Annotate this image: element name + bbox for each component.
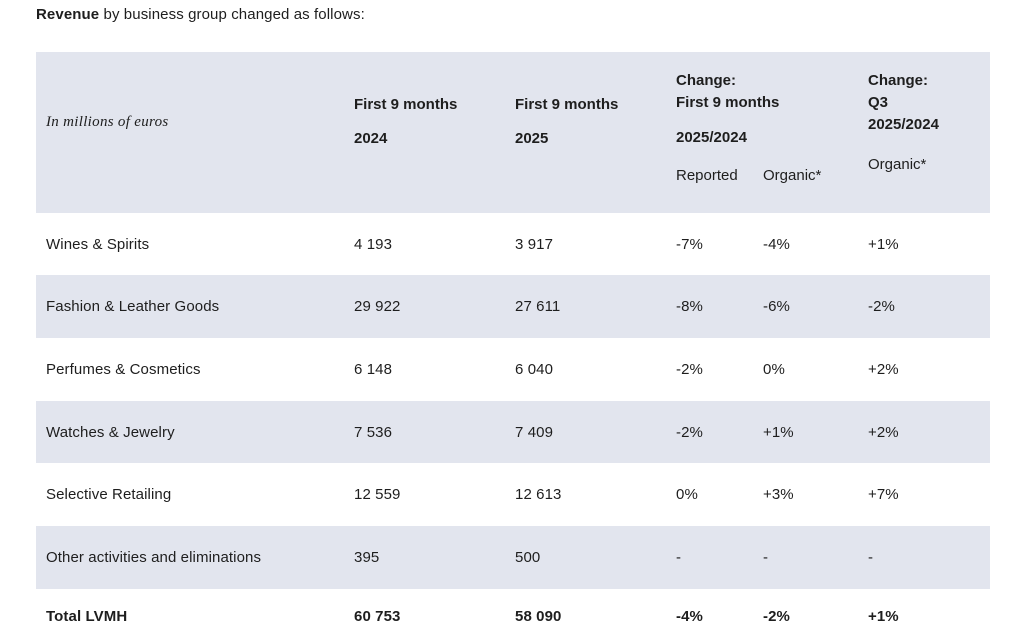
value-change-organic: -2% [763,608,790,625]
intro-text-rest: by business group changed as follows: [99,6,365,23]
column-subheader-reported: Reported [676,167,738,184]
value-change-reported: -8% [676,298,703,315]
value-change-organic: -4% [763,235,790,253]
column-header-change-first9m-line2: First 9 months [676,94,780,111]
column-header-first9m-2024-line2: 2024 [354,130,388,147]
value-first9m-2025: 27 611 [515,298,561,315]
value-change-reported: -4% [676,608,703,625]
value-first9m-2024: 12 559 [354,486,401,503]
table-row-selective-retailing: Selective Retailing 12 559 12 613 0% +3%… [36,463,990,526]
column-header-change-first9m: Change: First 9 months 2025/2024 Reporte… [676,52,868,213]
table-row-wines-spirits: Wines & Spirits 4 193 3 917 -7% -4% +1% [36,213,990,275]
value-change-reported: -2% [676,423,703,441]
column-header-first9m-2025: First 9 months 2025 [515,52,676,213]
value-first9m-2025: 500 [515,549,541,566]
row-label: Perfumes & Cosmetics [46,361,201,378]
value-change-organic: -6% [763,298,790,315]
table-row-perfumes-cosmetics: Perfumes & Cosmetics 6 148 6 040 -2% 0% … [36,338,990,401]
column-header-change-q3-line3: 2025/2024 [868,116,939,133]
value-change-q3-organic: +1% [868,235,899,253]
column-header-first9m-2025-line2: 2025 [515,130,549,147]
column-header-change-first9m-line3: 2025/2024 [676,129,747,146]
value-change-q3-organic: -2% [868,298,895,315]
value-first9m-2025: 6 040 [515,361,554,378]
table-row-fashion-leather: Fashion & Leather Goods 29 922 27 611 -8… [36,275,990,338]
column-header-change-q3-line2: Q3 [868,94,889,111]
value-change-organic: - [763,549,769,566]
value-change-q3-organic: +2% [868,423,899,441]
row-label: Watches & Jewelry [46,423,175,441]
table-row-total-lvmh: Total LVMH 60 753 58 090 -4% -2% +1% [36,589,990,642]
value-change-q3-organic: - [868,549,874,566]
row-label: Other activities and eliminations [46,549,262,566]
value-first9m-2024: 60 753 [354,608,401,625]
revenue-by-business-group-table: In millions of euros First 9 months 2024… [36,52,990,642]
table-header: In millions of euros First 9 months 2024… [36,52,990,213]
value-first9m-2025: 12 613 [515,486,562,503]
column-header-change-q3-line1: Change: [868,72,928,89]
value-change-reported: - [676,549,682,566]
value-first9m-2024: 6 148 [354,361,393,378]
column-subheader-q3-organic: Organic* [868,156,927,173]
value-change-organic: 0% [763,361,785,378]
value-change-q3-organic: +2% [868,361,899,378]
value-change-reported: -7% [676,235,703,253]
column-subheader-organic: Organic* [763,167,822,184]
value-first9m-2025: 7 409 [515,423,554,441]
value-first9m-2025: 58 090 [515,608,562,625]
row-label: Total LVMH [46,608,128,625]
value-first9m-2024: 29 922 [354,298,401,315]
row-label: Fashion & Leather Goods [46,298,220,315]
intro-text: Revenue by business group changed as fol… [36,6,365,23]
row-label: Selective Retailing [46,486,172,503]
column-subheaders-change-first9m: Reported Organic* [676,165,868,187]
value-first9m-2025: 3 917 [515,235,554,253]
value-change-organic: +3% [763,486,794,503]
value-change-reported: 0% [676,486,698,503]
column-header-units: In millions of euros [46,114,169,130]
column-header-change-q3: Change: Q3 2025/2024 Organic* [868,52,990,213]
value-first9m-2024: 7 536 [354,423,393,441]
intro-text-bold: Revenue [36,6,100,23]
value-change-reported: -2% [676,361,703,378]
table-row-other-activities: Other activities and eliminations 395 50… [36,526,990,589]
value-first9m-2024: 4 193 [354,235,393,253]
column-header-first9m-2024: First 9 months 2024 [354,52,515,213]
value-change-q3-organic: +7% [868,486,899,503]
column-header-change-first9m-line1: Change: [676,72,736,89]
value-change-q3-organic: +1% [868,608,899,625]
value-first9m-2024: 395 [354,549,380,566]
table-row-watches-jewelry: Watches & Jewelry 7 536 7 409 -2% +1% +2… [36,401,990,463]
column-header-first9m-2025-line1: First 9 months [515,96,619,113]
column-header-first9m-2024-line1: First 9 months [354,96,458,113]
value-change-organic: +1% [763,423,794,441]
row-label: Wines & Spirits [46,235,150,253]
